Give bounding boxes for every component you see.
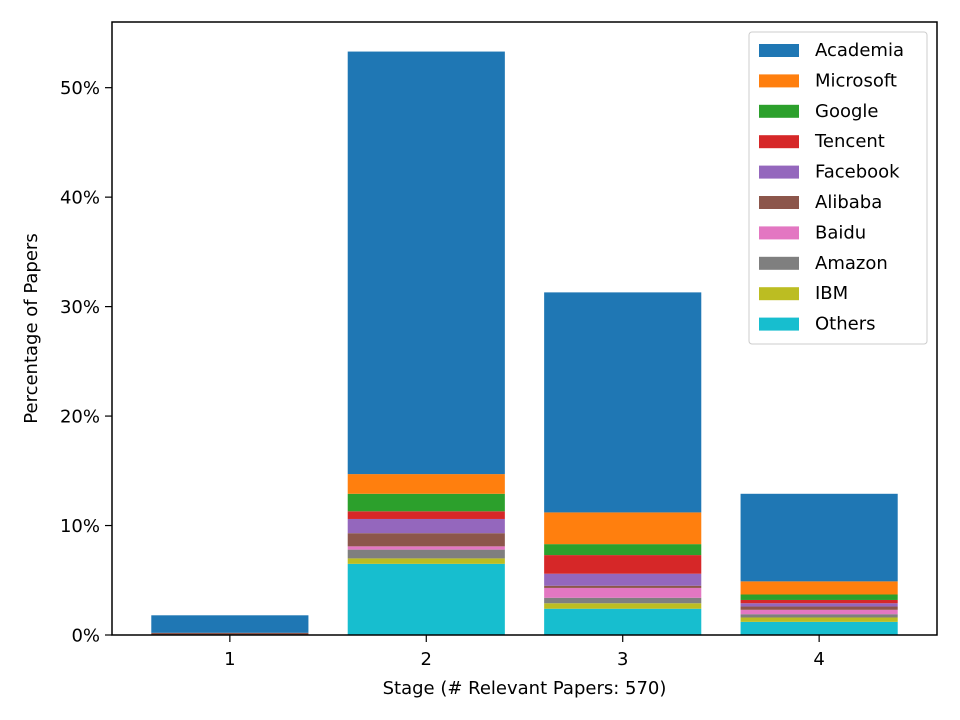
legend-swatch-microsoft — [759, 74, 799, 88]
bar-segment-google-stage-4 — [740, 594, 898, 600]
legend-label-facebook: Facebook — [815, 162, 900, 183]
bar-segment-alibaba-stage-4 — [740, 606, 898, 610]
legend-swatch-google — [759, 104, 799, 118]
bar-segment-tencent-stage-2 — [347, 511, 505, 519]
y-axis-title: Percentage of Papers — [21, 233, 42, 423]
y-tick-label: 40% — [60, 188, 100, 209]
bar-segment-amazon-stage-4 — [740, 614, 898, 618]
plot-area-frame — [111, 21, 938, 636]
legend-swatch-tencent — [759, 135, 799, 149]
bar-segment-academia-stage-3 — [544, 292, 702, 513]
bar-segment-microsoft-stage-2 — [347, 474, 505, 494]
bar-segment-facebook-stage-3 — [544, 573, 702, 586]
y-tick-label: 30% — [60, 297, 100, 318]
x-axis-title: Stage (# Relevant Papers: 570) — [383, 678, 667, 699]
legend-label-baidu: Baidu — [815, 222, 866, 243]
legend-label-google: Google — [815, 101, 878, 122]
bar-segment-others-stage-2 — [347, 563, 505, 635]
bar-segment-baidu-stage-2 — [347, 546, 505, 550]
x-tick-label: 3 — [617, 649, 628, 670]
bar-segment-baidu-stage-4 — [740, 609, 898, 615]
x-tick-label: 1 — [224, 649, 235, 670]
legend-swatch-baidu — [759, 226, 799, 240]
bar-segment-google-stage-3 — [544, 544, 702, 556]
bar-segment-amazon-stage-3 — [544, 597, 702, 604]
legend-swatch-alibaba — [759, 196, 799, 209]
y-axis: 0% 10% 20% 30% 40% 50% — [60, 78, 112, 647]
legend-swatch-facebook — [759, 165, 799, 179]
bar-segment-baidu-stage-3 — [544, 587, 702, 598]
bar-segment-alibaba-stage-1 — [151, 632, 309, 635]
bar-segment-google-stage-2 — [347, 493, 505, 512]
bar-segment-microsoft-stage-3 — [544, 512, 702, 545]
y-tick-label: 10% — [60, 516, 100, 537]
bar-segment-amazon-stage-2 — [347, 549, 505, 559]
legend-label-others: Others — [815, 314, 876, 335]
legend-label-microsoft: Microsoft — [815, 70, 897, 91]
bar-segment-alibaba-stage-2 — [347, 533, 505, 547]
x-tick-label: 4 — [813, 649, 824, 670]
y-tick-label: 20% — [60, 407, 100, 428]
legend-swatch-others — [759, 317, 799, 331]
legend-label-academia: Academia — [815, 40, 904, 61]
bar-segment-tencent-stage-3 — [544, 555, 702, 574]
x-axis: 1 2 3 4 — [224, 635, 825, 670]
legend-swatch-academia — [759, 44, 799, 57]
bar-segment-ibm-stage-4 — [740, 617, 898, 622]
bar-segment-academia-stage-2 — [347, 51, 505, 475]
legend-label-amazon: Amazon — [815, 253, 888, 274]
legend-label-ibm: IBM — [815, 283, 848, 304]
bar-segment-facebook-stage-4 — [740, 603, 898, 607]
legend-label-tencent: Tencent — [814, 131, 885, 152]
y-tick-label: 0% — [71, 626, 100, 647]
bars-layer — [151, 51, 898, 635]
bar-segment-ibm-stage-2 — [347, 558, 505, 564]
legend-swatch-ibm — [759, 287, 799, 301]
x-tick-label: 2 — [421, 649, 432, 670]
bar-segment-facebook-stage-2 — [347, 518, 505, 534]
legend: Academia Microsoft Google Tencent Facebook Al… — [748, 31, 928, 345]
bar-segment-alibaba-stage-3 — [544, 585, 702, 588]
legend-swatch-amazon — [759, 256, 799, 270]
y-tick-label: 50% — [60, 78, 100, 99]
legend-label-alibaba: Alibaba — [815, 192, 882, 213]
bar-segment-others-stage-3 — [544, 608, 702, 635]
bar-segment-others-stage-4 — [740, 621, 898, 635]
bar-segment-ibm-stage-3 — [544, 603, 702, 609]
bar-segment-academia-stage-4 — [740, 493, 898, 582]
bar-segment-tencent-stage-4 — [740, 599, 898, 604]
bar-segment-academia-stage-1 — [151, 615, 309, 633]
bar-segment-microsoft-stage-4 — [740, 581, 898, 595]
